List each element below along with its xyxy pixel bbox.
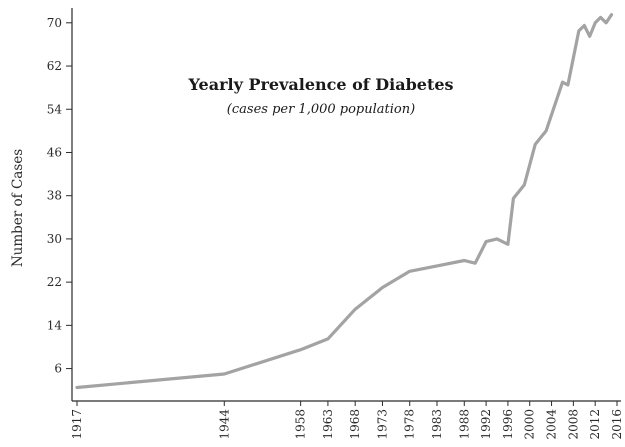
x-tick-label: 2000 (523, 409, 537, 440)
y-tick-label: 38 (47, 189, 62, 203)
y-tick-label: 14 (47, 318, 63, 332)
x-tick-label: 1917 (70, 409, 84, 440)
y-tick-label: 54 (47, 102, 63, 116)
y-tick-label: 30 (47, 232, 62, 246)
chart-title: Yearly Prevalence of Diabetes (187, 75, 453, 94)
x-tick-label: 1944 (217, 409, 231, 440)
y-tick-label: 70 (47, 16, 62, 30)
x-tick-label: 2016 (610, 409, 624, 440)
y-axis-title: Number of Cases (10, 149, 26, 267)
x-tick-label: 1978 (403, 409, 417, 440)
y-tick-label: 6 (54, 362, 62, 376)
y-tick-label: 46 (47, 145, 62, 159)
x-tick-label: 1992 (479, 409, 493, 440)
x-tick-label: 1983 (430, 409, 444, 440)
x-tick-label: 1963 (321, 409, 335, 440)
x-tick-label: 1973 (375, 409, 389, 440)
x-tick-label: 1988 (457, 409, 471, 440)
y-tick-label: 62 (47, 59, 62, 73)
x-tick-label: 2012 (588, 409, 602, 440)
series-line (75, 13, 614, 390)
x-axis: 1917 1944 1958 1963 1968 1973 1978 1983 1988 1992… (70, 400, 624, 440)
x-tick-label: 2008 (566, 409, 580, 440)
series-group (75, 13, 614, 390)
y-axis: 6 14 22 30 38 46 54 62 70 (47, 8, 73, 401)
x-tick-label: 1996 (501, 409, 515, 440)
chart-subtitle: (cases per 1,000 population) (227, 102, 415, 117)
x-tick-label: 1958 (294, 409, 308, 440)
y-tick-label: 22 (47, 275, 62, 289)
x-tick-label: 1968 (348, 409, 362, 440)
x-tick-label: 2004 (545, 409, 559, 440)
